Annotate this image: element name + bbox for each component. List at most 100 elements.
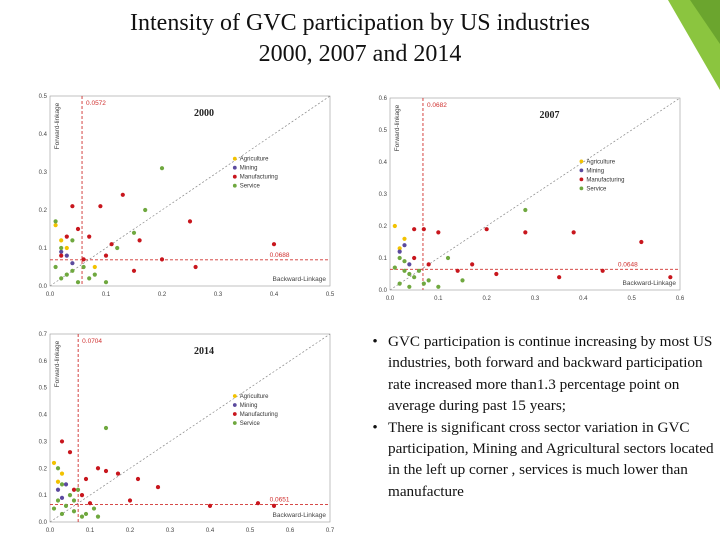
y-tick-label: 0.1 — [39, 246, 48, 252]
legend-marker — [579, 186, 584, 191]
chart-title: 2014 — [194, 346, 214, 357]
legend-label: Manufacturing — [586, 177, 624, 183]
data-point-service — [397, 255, 402, 261]
data-point-service — [436, 284, 441, 289]
data-point-manufacturing — [523, 230, 528, 235]
x-tick-label: 0.0 — [386, 296, 395, 302]
data-point-mining — [402, 243, 407, 248]
diagonal-line — [49, 95, 331, 287]
legend-label: Agriculture — [586, 159, 615, 165]
data-point-agriculture — [64, 245, 69, 251]
data-point-service — [143, 207, 148, 213]
legend-marker — [579, 177, 584, 182]
y-tick-label: 0.5 — [39, 94, 48, 100]
bullet-list: • GVC participation is continue increasi… — [362, 331, 718, 502]
data-point-manufacturing — [98, 204, 103, 209]
chart-2000: 0.0 0.1 0.2 0.3 0.4 0.5 0.0 0.1 0.2 0.3 0.4 0.5 0.05… — [30, 88, 342, 302]
data-point-service — [63, 503, 69, 508]
x-tick-label: 0.6 — [286, 528, 295, 534]
data-point-manufacturing — [59, 253, 64, 258]
data-point-mining — [63, 482, 69, 487]
data-point-manufacturing — [71, 487, 77, 492]
data-point-manufacturing — [59, 439, 65, 444]
data-point-manufacturing — [127, 498, 133, 503]
data-point-service — [407, 284, 412, 289]
x-tick-label: 0.6 — [676, 296, 685, 302]
y-tick-label: 0.2 — [379, 224, 388, 230]
data-point-service — [71, 498, 77, 503]
data-point-manufacturing — [436, 230, 441, 235]
data-point-service — [407, 271, 412, 277]
bullet-item: • There is significant cross sector vari… — [362, 417, 718, 503]
horizontal-threshold-label: 0.0688 — [270, 252, 290, 259]
y-axis-label: Forward-linkage — [54, 102, 61, 149]
data-point-manufacturing — [87, 234, 92, 239]
legend-marker — [232, 403, 237, 407]
data-point-agriculture — [402, 236, 407, 241]
x-tick-label: 0.4 — [579, 296, 588, 302]
x-axis-label: Backward-Linkage — [273, 276, 327, 283]
data-point-manufacturing — [75, 226, 81, 232]
x-tick-label: 0.3 — [166, 528, 175, 534]
data-point-service — [70, 238, 75, 243]
data-point-service — [53, 264, 58, 270]
data-point-manufacturing — [115, 471, 121, 476]
y-tick-label: 0.0 — [379, 288, 388, 294]
y-tick-label: 0.2 — [39, 208, 48, 214]
data-point-manufacturing — [95, 466, 101, 471]
data-point-manufacturing — [109, 242, 114, 247]
data-point-service — [81, 264, 86, 270]
data-point-manufacturing — [557, 275, 562, 280]
data-point-manufacturing — [120, 192, 125, 197]
data-point-manufacturing — [159, 257, 165, 262]
y-tick-label: 0.6 — [39, 359, 48, 365]
x-tick-label: 0.3 — [531, 296, 540, 302]
slide-title: Intensity of GVC participation by US ind… — [0, 8, 720, 70]
legend-marker — [232, 156, 237, 161]
data-point-agriculture — [55, 479, 61, 484]
data-point-service — [79, 514, 85, 519]
legend-label: Manufacturing — [240, 412, 278, 418]
x-tick-label: 0.7 — [326, 528, 335, 534]
y-tick-label: 0.0 — [39, 284, 48, 290]
bullet-text: There is significant cross sector variat… — [388, 418, 714, 500]
data-point-manufacturing — [271, 503, 277, 508]
data-point-service — [70, 268, 75, 273]
data-point-manufacturing — [484, 227, 489, 232]
data-point-manufacturing — [64, 234, 69, 239]
data-point-service — [412, 275, 417, 280]
data-point-manufacturing — [79, 493, 85, 498]
legend-marker — [232, 394, 237, 398]
data-point-manufacturing — [103, 253, 109, 258]
data-point-mining — [59, 495, 65, 500]
y-tick-label: 0.7 — [39, 332, 48, 338]
data-point-service — [460, 278, 465, 283]
legend-marker — [232, 412, 237, 416]
data-point-manufacturing — [668, 275, 673, 280]
y-tick-label: 0.6 — [379, 96, 388, 102]
x-tick-label: 0.4 — [206, 528, 215, 534]
data-point-service — [59, 482, 65, 487]
data-point-service — [55, 498, 61, 503]
data-point-agriculture — [92, 264, 97, 270]
data-point-mining — [407, 262, 412, 267]
y-axis-label: Forward-linkage — [54, 340, 61, 387]
data-point-service — [426, 278, 431, 283]
data-point-service — [103, 425, 109, 431]
data-point-service — [51, 506, 57, 511]
data-point-agriculture — [53, 223, 58, 228]
x-axis-label: Backward-Linkage — [623, 280, 677, 287]
data-point-manufacturing — [135, 476, 141, 482]
data-point-service — [59, 245, 64, 251]
data-point-service — [67, 493, 73, 498]
chart-2014: 0.0 0.1 0.2 0.3 0.4 0.5 0.6 0.7 0.0 0.1 0.2 0.3 0.4 0… — [30, 326, 342, 538]
data-point-service — [83, 511, 89, 517]
scatter-plot-2007: 0.0 0.1 0.2 0.3 0.4 0.5 0.6 0.0 0.1 0.2 0.3 0.4 0.5 0… — [379, 96, 685, 302]
y-tick-label: 0.0 — [39, 520, 48, 526]
data-point-service — [75, 280, 81, 285]
data-point-manufacturing — [571, 230, 576, 235]
data-point-manufacturing — [67, 450, 73, 455]
data-point-agriculture — [59, 238, 64, 243]
data-point-mining — [64, 253, 69, 258]
data-point-manufacturing — [193, 264, 198, 270]
